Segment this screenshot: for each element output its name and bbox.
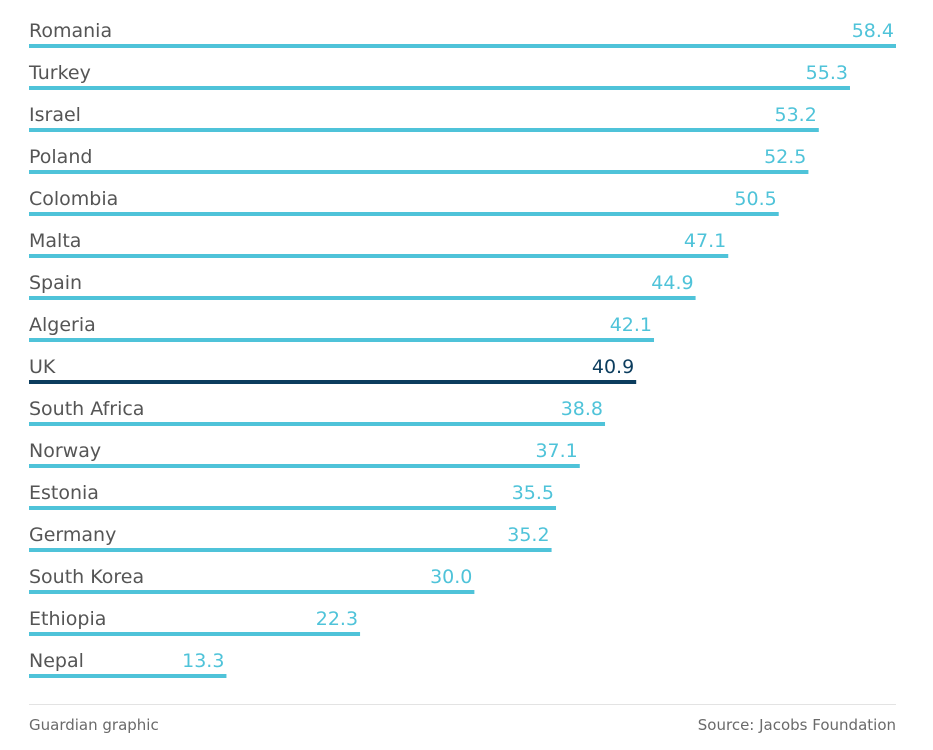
country-label: Romania bbox=[29, 20, 112, 42]
bar-row-uk: UK 40.9 bbox=[29, 356, 637, 384]
country-label: Colombia bbox=[29, 188, 118, 210]
value-label: 35.2 bbox=[507, 524, 549, 546]
country-label: Norway bbox=[29, 440, 101, 462]
value-label: 40.9 bbox=[592, 356, 634, 378]
bar-row-spain: Spain 44.9 bbox=[29, 272, 696, 300]
bar-south-africa bbox=[29, 422, 606, 426]
value-label: 44.9 bbox=[651, 272, 693, 294]
bar-poland bbox=[29, 170, 809, 174]
bar-row-romania: Romania 58.4 bbox=[29, 20, 896, 48]
bar-row-malta: Malta 47.1 bbox=[29, 230, 729, 258]
footer-divider bbox=[29, 704, 896, 705]
bar-nepal bbox=[29, 674, 227, 678]
country-label: South Africa bbox=[29, 398, 144, 420]
bar-row-south-africa: South Africa 38.8 bbox=[29, 398, 606, 426]
bar-spain bbox=[29, 296, 696, 300]
value-label: 22.3 bbox=[316, 608, 358, 630]
bar-row-germany: Germany 35.2 bbox=[29, 524, 552, 552]
bar-row-colombia: Colombia 50.5 bbox=[29, 188, 779, 216]
bar-row-estonia: Estonia 35.5 bbox=[29, 482, 557, 510]
value-label: 52.5 bbox=[764, 146, 806, 168]
bar-row-israel: Israel 53.2 bbox=[29, 104, 819, 132]
value-label: 35.5 bbox=[512, 482, 554, 504]
bar-estonia bbox=[29, 506, 557, 510]
bar-norway bbox=[29, 464, 580, 468]
value-label: 38.8 bbox=[561, 398, 603, 420]
bar-row-ethiopia: Ethiopia 22.3 bbox=[29, 608, 361, 636]
country-label: Estonia bbox=[29, 482, 99, 504]
country-label: Algeria bbox=[29, 314, 96, 336]
value-label: 37.1 bbox=[535, 440, 577, 462]
country-label: Nepal bbox=[29, 650, 84, 672]
value-label: 53.2 bbox=[774, 104, 816, 126]
bar-row-nepal: Nepal 13.3 bbox=[29, 650, 227, 678]
bar-row-south-korea: South Korea 30.0 bbox=[29, 566, 475, 594]
country-label: Israel bbox=[29, 104, 81, 126]
country-label: Malta bbox=[29, 230, 81, 252]
bar-turkey bbox=[29, 86, 850, 90]
bar-south-korea bbox=[29, 590, 475, 594]
country-label: Germany bbox=[29, 524, 116, 546]
country-label: South Korea bbox=[29, 566, 144, 588]
bar-algeria bbox=[29, 338, 655, 342]
footer-source: Source: Jacobs Foundation bbox=[697, 716, 896, 734]
bar-ethiopia bbox=[29, 632, 361, 636]
bar-row-poland: Poland 52.5 bbox=[29, 146, 809, 174]
value-label: 42.1 bbox=[610, 314, 652, 336]
bar-row-turkey: Turkey 55.3 bbox=[28, 62, 850, 90]
value-label: 47.1 bbox=[684, 230, 726, 252]
bar-malta bbox=[29, 254, 729, 258]
value-label: 50.5 bbox=[734, 188, 776, 210]
bar-row-norway: Norway 37.1 bbox=[29, 440, 580, 468]
bar-row-algeria: Algeria 42.1 bbox=[29, 314, 655, 342]
value-label: 58.4 bbox=[852, 20, 894, 42]
footer-credit: Guardian graphic bbox=[29, 716, 159, 734]
country-label: Spain bbox=[29, 272, 82, 294]
country-label: Poland bbox=[29, 146, 92, 168]
country-label: UK bbox=[29, 356, 56, 378]
bar-uk bbox=[29, 380, 637, 384]
country-label: Ethiopia bbox=[29, 608, 106, 630]
value-label: 55.3 bbox=[806, 62, 848, 84]
bar-colombia bbox=[29, 212, 779, 216]
value-label: 13.3 bbox=[182, 650, 224, 672]
bar-germany bbox=[29, 548, 552, 552]
country-label: Turkey bbox=[28, 62, 91, 84]
bar-romania bbox=[29, 44, 896, 48]
bar-israel bbox=[29, 128, 819, 132]
value-label: 30.0 bbox=[430, 566, 472, 588]
